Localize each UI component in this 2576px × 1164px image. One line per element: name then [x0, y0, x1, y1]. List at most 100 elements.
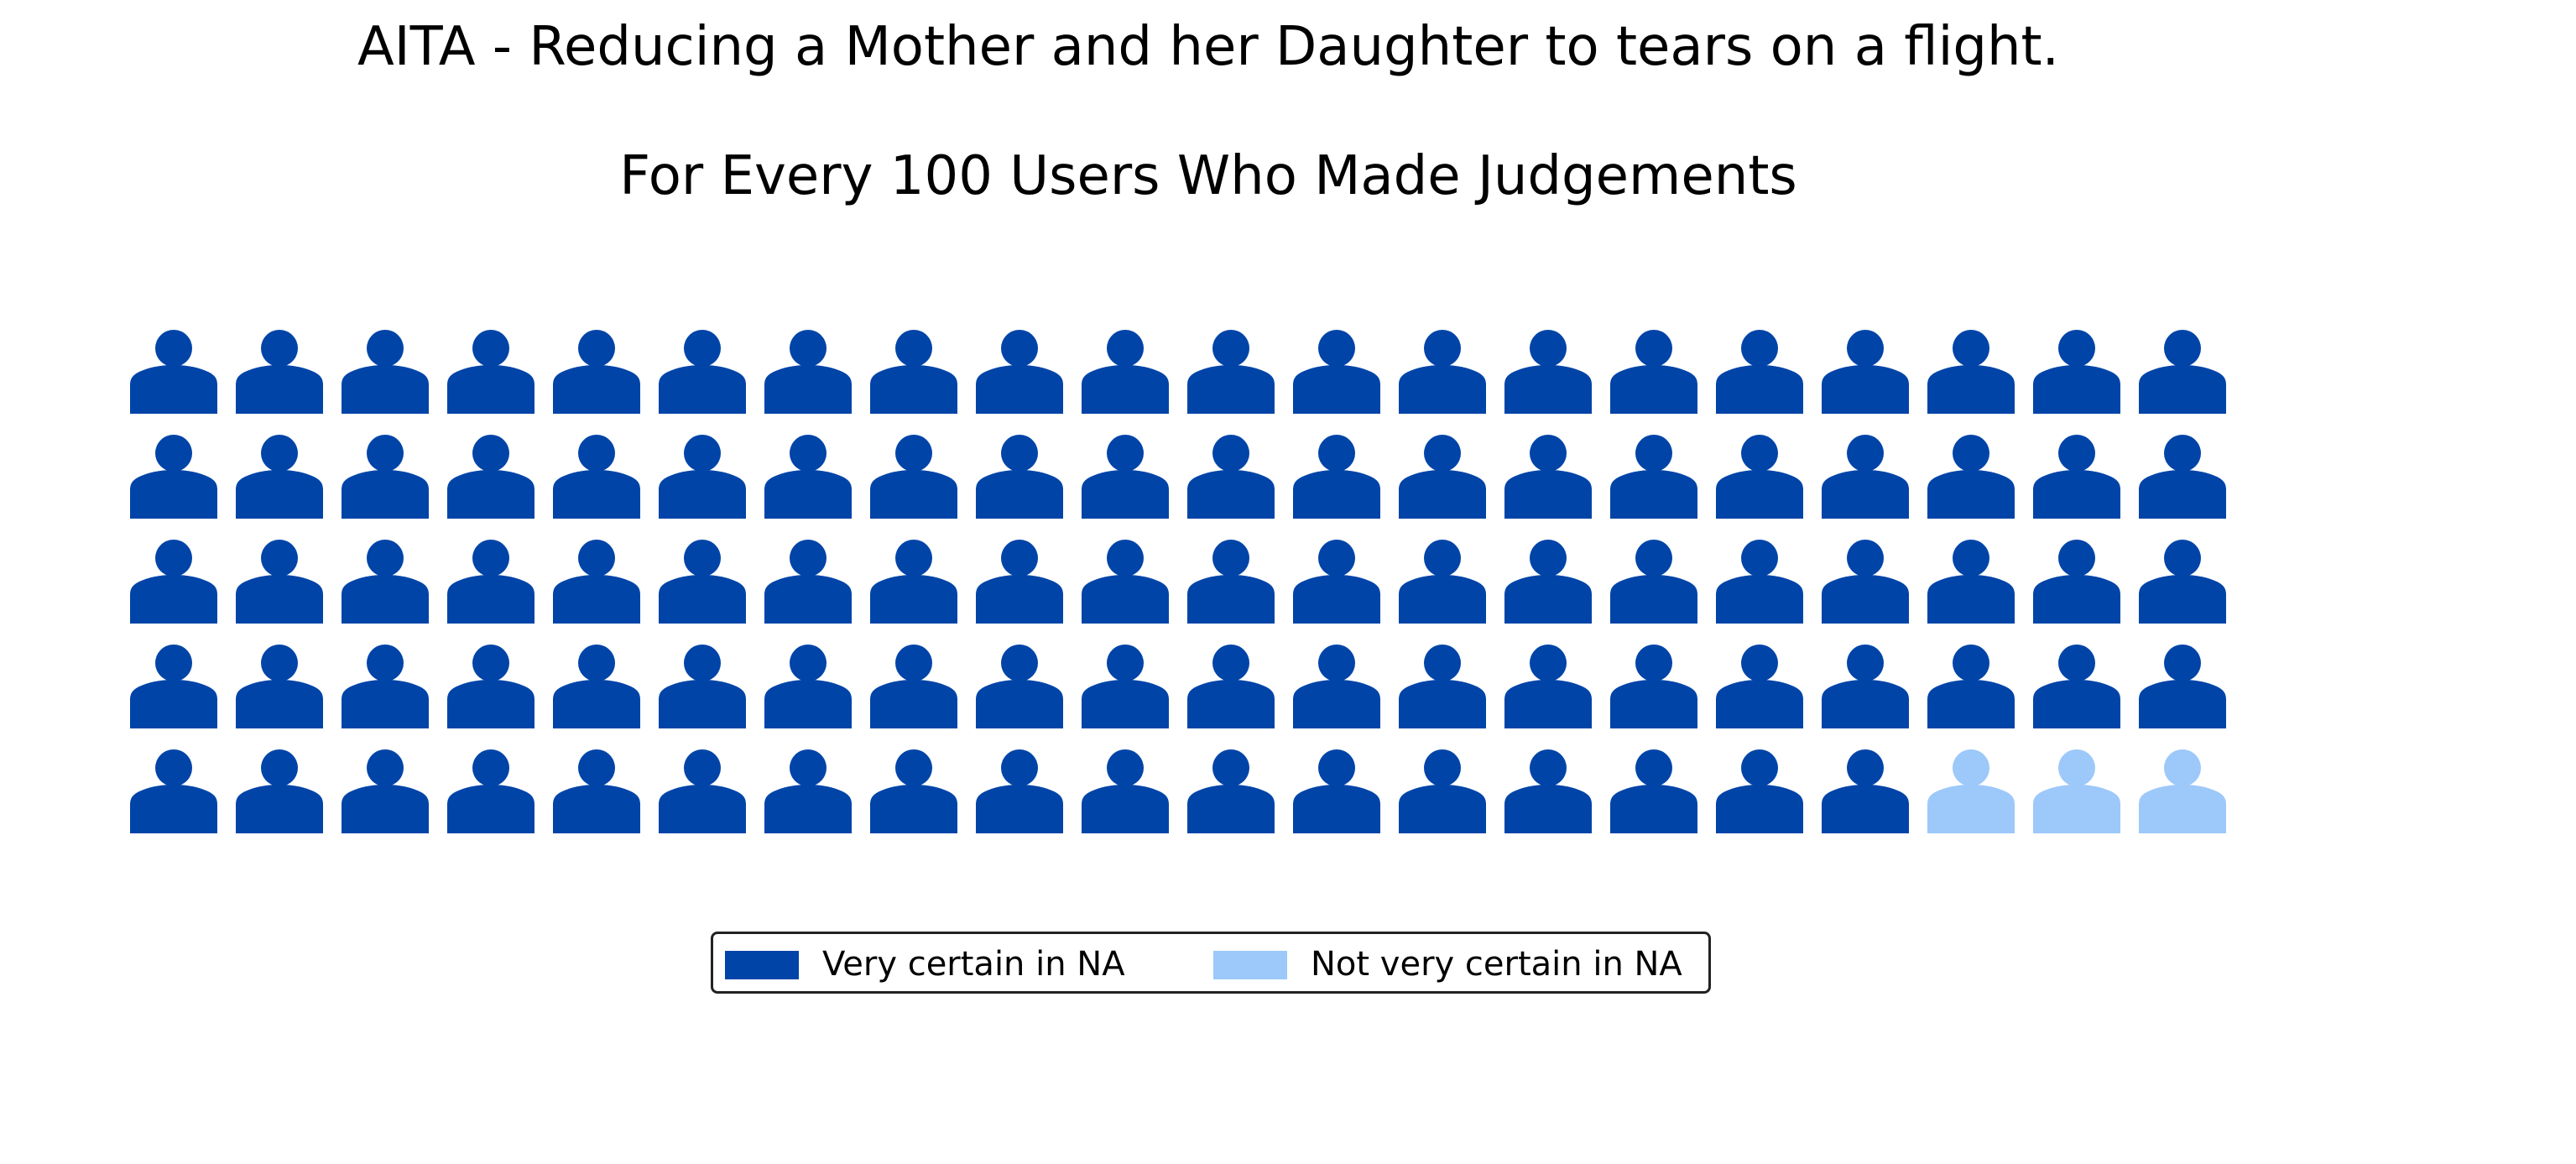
person-icon: [1716, 645, 1803, 728]
person-icon: [130, 330, 217, 414]
person-icon: [1082, 540, 1169, 624]
person-icon: [1293, 330, 1380, 414]
person-icon: [870, 749, 957, 833]
legend-label-very-certain: Very certain in NA: [822, 945, 1125, 984]
person-icon: [1187, 645, 1275, 728]
person-icon: [659, 749, 746, 833]
person-icon: [659, 540, 746, 624]
person-icon: [1610, 749, 1697, 833]
person-icon: [236, 749, 323, 833]
person-icon: [1187, 749, 1275, 833]
person-icon: [1293, 749, 1380, 833]
person-icon: [1927, 330, 2015, 414]
person-icon: [1822, 330, 1909, 414]
person-icon: [130, 749, 217, 833]
person-icon: [976, 540, 1063, 624]
person-icon: [1822, 749, 1909, 833]
person-icon: [342, 749, 429, 833]
legend: Very certain in NA Not very certain in N…: [711, 932, 1711, 994]
person-icon: [447, 330, 534, 414]
person-icon: [1399, 645, 1486, 728]
person-icon: [1504, 540, 1592, 624]
person-icon: [1610, 645, 1697, 728]
person-icon: [2033, 330, 2120, 414]
person-icon: [342, 435, 429, 519]
person-icon: [1399, 749, 1486, 833]
person-icon: [764, 645, 852, 728]
person-icon: [447, 645, 534, 728]
person-icon: [236, 645, 323, 728]
person-icon: [2033, 540, 2120, 624]
person-icon: [870, 435, 957, 519]
person-icon: [553, 749, 640, 833]
person-icon: [2139, 749, 2226, 833]
person-icon: [1399, 435, 1486, 519]
person-icon: [1716, 540, 1803, 624]
person-icon: [1927, 749, 2015, 833]
person-icon: [2139, 540, 2226, 624]
person-icon: [1082, 330, 1169, 414]
person-icon: [1293, 435, 1380, 519]
person-icon: [976, 645, 1063, 728]
person-icon: [1610, 330, 1697, 414]
person-icon: [2139, 435, 2226, 519]
chart-subtitle: For Every 100 Users Who Made Judgements: [619, 145, 1797, 207]
person-icon: [1082, 435, 1169, 519]
person-icon: [659, 330, 746, 414]
person-icon: [553, 540, 640, 624]
person-icon: [659, 645, 746, 728]
person-icon: [447, 540, 534, 624]
person-icon: [764, 435, 852, 519]
person-icon: [1822, 645, 1909, 728]
person-icon: [2033, 435, 2120, 519]
person-icon: [1293, 645, 1380, 728]
person-icon: [1504, 330, 1592, 414]
person-icon: [764, 749, 852, 833]
person-icon: [2033, 645, 2120, 728]
person-icon: [1716, 435, 1803, 519]
person-icon: [342, 645, 429, 728]
person-icon: [976, 330, 1063, 414]
person-icon: [2033, 749, 2120, 833]
person-icon: [1082, 645, 1169, 728]
person-icon: [1716, 749, 1803, 833]
person-icon: [2139, 645, 2226, 728]
person-icon: [1082, 749, 1169, 833]
person-icon: [1716, 330, 1803, 414]
person-icon: [1610, 435, 1697, 519]
person-icon: [1504, 749, 1592, 833]
person-icon: [1610, 540, 1697, 624]
person-icon: [1399, 330, 1486, 414]
person-icon: [1399, 540, 1486, 624]
legend-swatch-not-very-certain: [1213, 951, 1287, 979]
person-icon: [553, 330, 640, 414]
person-icon: [236, 435, 323, 519]
person-icon: [130, 435, 217, 519]
person-icon: [976, 435, 1063, 519]
person-icon: [236, 540, 323, 624]
chart-title: AITA - Reducing a Mother and her Daughte…: [357, 16, 2059, 78]
person-icon: [342, 540, 429, 624]
person-icon: [1504, 435, 1592, 519]
person-icon: [1822, 435, 1909, 519]
person-icon: [130, 540, 217, 624]
person-icon: [447, 435, 534, 519]
person-icon: [1822, 540, 1909, 624]
person-icon: [553, 645, 640, 728]
person-icon: [553, 435, 640, 519]
person-icon: [976, 749, 1063, 833]
person-icon: [870, 540, 957, 624]
person-icon: [1187, 435, 1275, 519]
person-icon: [1187, 330, 1275, 414]
person-icon: [659, 435, 746, 519]
person-icon: [236, 330, 323, 414]
person-icon: [342, 330, 429, 414]
person-icon: [870, 330, 957, 414]
person-icon: [1504, 645, 1592, 728]
person-icon: [1187, 540, 1275, 624]
person-icon: [870, 645, 957, 728]
person-icon: [764, 330, 852, 414]
legend-label-not-very-certain: Not very certain in NA: [1311, 945, 1682, 984]
person-icon: [1927, 435, 2015, 519]
person-icon: [1927, 645, 2015, 728]
